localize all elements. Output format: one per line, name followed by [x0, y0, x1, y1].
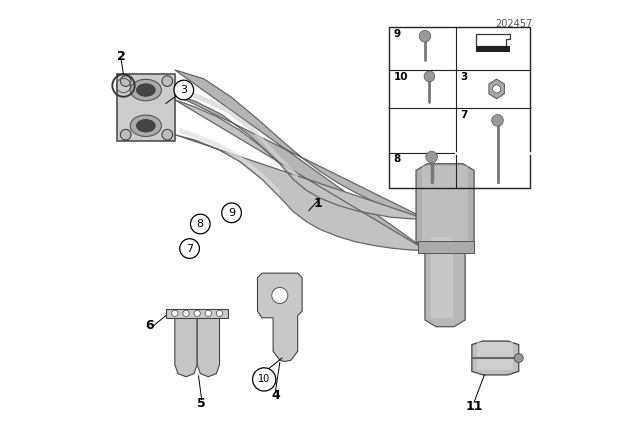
Polygon shape — [431, 237, 453, 318]
Circle shape — [221, 203, 241, 223]
Circle shape — [172, 310, 178, 316]
Polygon shape — [416, 164, 474, 249]
Circle shape — [272, 288, 288, 303]
Text: 7: 7 — [186, 244, 193, 254]
Polygon shape — [425, 235, 465, 327]
Text: 2: 2 — [117, 50, 125, 63]
Bar — [389, 27, 530, 188]
Polygon shape — [175, 100, 427, 251]
Polygon shape — [116, 74, 175, 142]
Circle shape — [492, 115, 503, 126]
Circle shape — [191, 214, 210, 234]
Circle shape — [216, 310, 223, 316]
Polygon shape — [419, 241, 474, 253]
Text: 3: 3 — [461, 72, 468, 82]
Text: 7: 7 — [461, 110, 468, 120]
Text: 202457: 202457 — [495, 18, 532, 29]
Text: 8: 8 — [196, 219, 204, 229]
Ellipse shape — [136, 84, 156, 96]
Text: 5: 5 — [197, 397, 206, 410]
Circle shape — [162, 76, 173, 86]
Polygon shape — [166, 309, 228, 318]
Polygon shape — [257, 273, 302, 362]
Circle shape — [426, 151, 438, 163]
Circle shape — [120, 76, 131, 86]
Text: 9: 9 — [394, 29, 401, 39]
Circle shape — [162, 129, 173, 140]
Bar — [476, 47, 510, 52]
Polygon shape — [179, 128, 280, 195]
Polygon shape — [477, 342, 513, 370]
Polygon shape — [422, 166, 468, 241]
Circle shape — [194, 310, 200, 316]
Circle shape — [205, 310, 211, 316]
Ellipse shape — [130, 79, 161, 101]
Text: 4: 4 — [271, 389, 280, 402]
Circle shape — [424, 71, 435, 82]
Polygon shape — [179, 88, 298, 179]
Circle shape — [419, 30, 431, 42]
Polygon shape — [197, 315, 220, 377]
Text: 1: 1 — [314, 198, 322, 211]
Text: 10: 10 — [258, 375, 270, 384]
Circle shape — [253, 368, 276, 391]
Circle shape — [515, 353, 524, 362]
Polygon shape — [489, 79, 504, 99]
Text: 6: 6 — [145, 319, 154, 332]
Text: 10: 10 — [394, 72, 408, 82]
Text: 3: 3 — [180, 85, 188, 95]
Polygon shape — [175, 70, 427, 251]
Circle shape — [183, 310, 189, 316]
Circle shape — [180, 239, 200, 258]
Polygon shape — [472, 341, 519, 375]
Text: 9: 9 — [228, 208, 235, 218]
Ellipse shape — [130, 115, 161, 137]
Circle shape — [120, 129, 131, 140]
Text: 11: 11 — [465, 400, 483, 413]
Polygon shape — [175, 315, 197, 377]
Text: 8: 8 — [394, 154, 401, 164]
Circle shape — [174, 80, 194, 100]
Ellipse shape — [136, 120, 156, 132]
Circle shape — [493, 85, 500, 93]
